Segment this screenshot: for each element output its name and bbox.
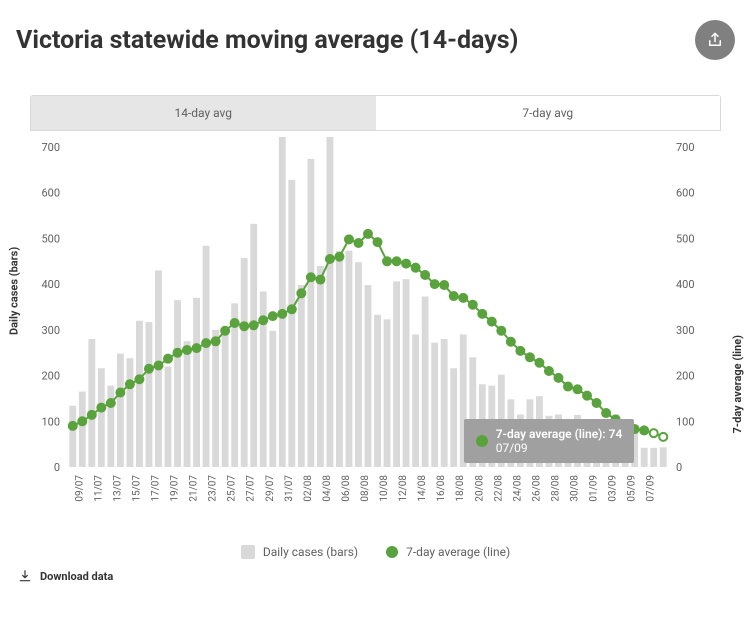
svg-text:12/08: 12/08 [398,475,409,502]
svg-text:13/07: 13/07 [112,475,123,502]
svg-text:21/07: 21/07 [189,475,200,502]
y-axis-right-label: 7-day average (line) [731,335,744,434]
svg-text:03/09: 03/09 [608,475,619,502]
legend-line-label: 7-day average (line) [406,545,510,559]
legend: Daily cases (bars) 7-day average (line) [16,533,735,569]
legend-bars[interactable]: Daily cases (bars) [241,545,358,559]
tabs: 14-day avg 7-day avg [30,95,721,131]
svg-text:22/08: 22/08 [493,475,504,502]
svg-text:05/09: 05/09 [627,475,638,502]
svg-text:08/08: 08/08 [360,475,371,502]
svg-text:200: 200 [41,370,60,383]
svg-text:700: 700 [41,141,60,154]
share-icon [706,31,724,49]
svg-text:01/09: 01/09 [589,475,600,502]
svg-text:15/07: 15/07 [131,475,142,502]
svg-text:400: 400 [676,278,695,291]
svg-text:100: 100 [676,415,695,428]
svg-text:26/08: 26/08 [531,475,542,502]
svg-text:10/08: 10/08 [379,475,390,502]
download-icon [18,569,32,583]
svg-text:02/08: 02/08 [303,475,314,502]
svg-text:11/07: 11/07 [93,475,104,502]
svg-text:300: 300 [676,324,695,337]
svg-text:300: 300 [41,324,60,337]
svg-text:16/08: 16/08 [436,475,447,502]
svg-text:500: 500 [41,232,60,245]
svg-text:700: 700 [676,141,695,154]
tab-14-day[interactable]: 14-day avg [31,96,376,130]
svg-text:23/07: 23/07 [208,475,219,502]
svg-text:14/08: 14/08 [417,475,428,502]
legend-bars-swatch [241,545,255,559]
tab-7-day[interactable]: 7-day avg [376,96,721,130]
svg-text:400: 400 [41,278,60,291]
svg-text:29/07: 29/07 [265,475,276,502]
share-button[interactable] [695,20,735,60]
svg-text:18/08: 18/08 [455,475,466,502]
svg-text:31/07: 31/07 [284,475,295,502]
download-label: Download data [40,570,113,583]
chart-area: Daily cases (bars) 7-day average (line) … [18,137,733,533]
svg-text:600: 600 [41,187,60,200]
svg-text:500: 500 [676,232,695,245]
svg-text:19/07: 19/07 [170,475,181,502]
svg-text:200: 200 [676,370,695,383]
svg-text:25/07: 25/07 [227,475,238,502]
svg-text:600: 600 [676,187,695,200]
svg-text:0: 0 [54,461,60,474]
chart-svg: 0 0 100 100 200 200 300 300 400 400 500 500 600 600 70… [18,137,709,533]
download-data[interactable]: Download data [16,569,735,583]
svg-text:28/08: 28/08 [550,475,561,502]
svg-text:27/07: 27/07 [246,475,257,502]
legend-line-swatch [386,546,398,558]
page-title: Victoria statewide moving average (14-da… [16,26,518,55]
svg-text:04/08: 04/08 [322,475,333,502]
svg-text:24/08: 24/08 [512,475,523,502]
y-axis-left-label: Daily cases (bars) [8,247,21,335]
svg-text:09/07: 09/07 [74,475,85,502]
svg-text:17/07: 17/07 [150,475,161,502]
legend-line[interactable]: 7-day average (line) [386,545,510,559]
svg-text:20/08: 20/08 [474,475,485,502]
svg-text:100: 100 [41,415,60,428]
svg-text:06/08: 06/08 [341,475,352,502]
legend-bars-label: Daily cases (bars) [263,545,358,559]
svg-text:07/09: 07/09 [646,475,657,502]
svg-text:30/08: 30/08 [570,475,581,502]
svg-text:0: 0 [676,461,682,474]
